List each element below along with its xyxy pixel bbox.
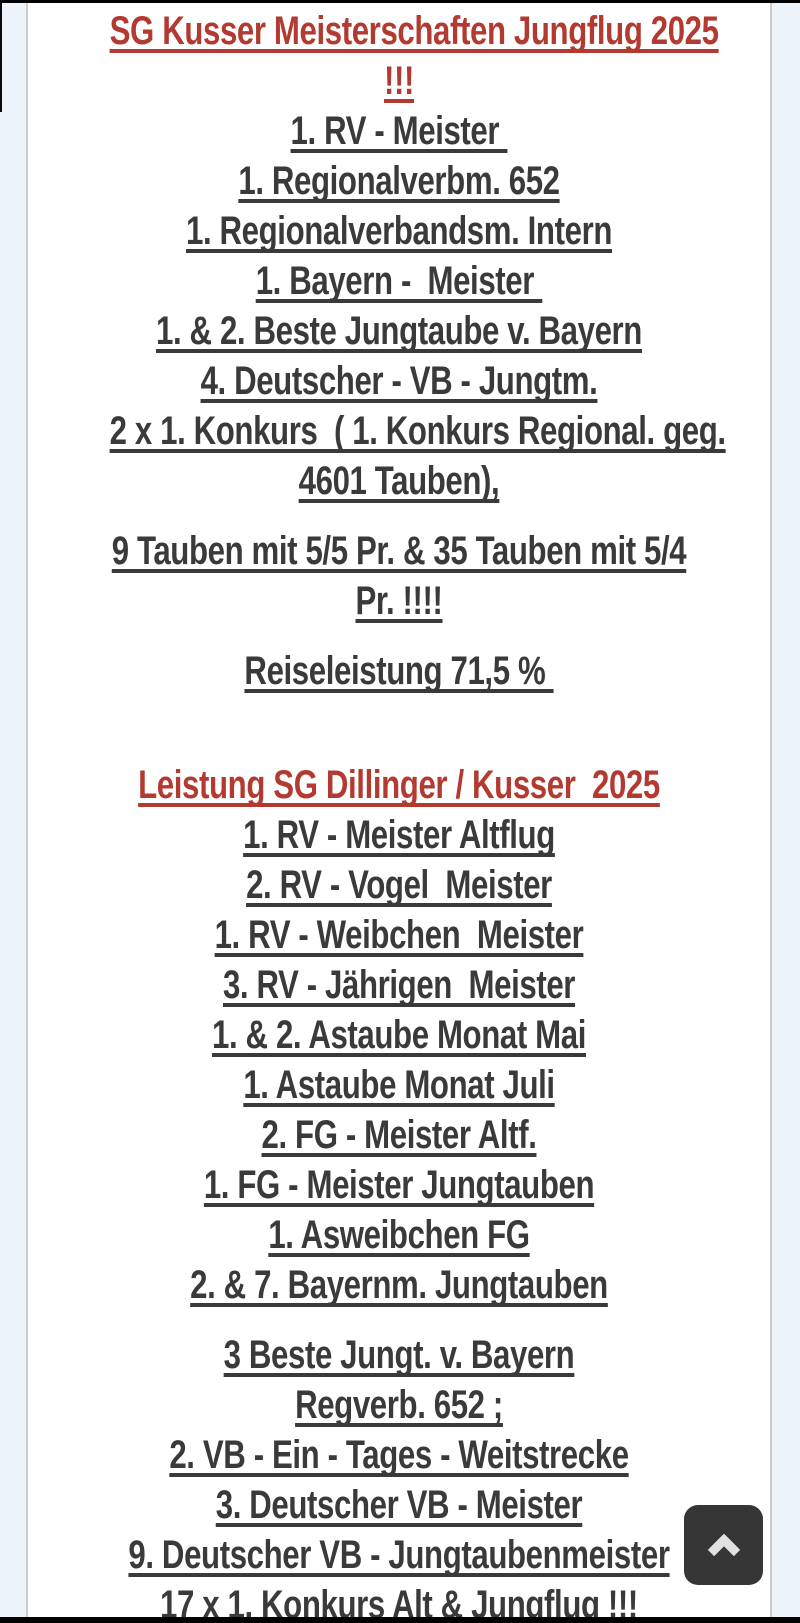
text-line: 1. FG - Meister Jungtauben xyxy=(203,1163,595,1207)
text-line: 1. Astaube Monat Juli xyxy=(243,1063,555,1107)
text-line: 9. Deutscher VB - Jungtaubenmeister xyxy=(128,1533,670,1577)
text-line: 4. Deutscher - VB - Jungtm. xyxy=(200,359,598,403)
text-line: 1. Regionalverbandsm. Intern xyxy=(185,209,612,253)
bottom-edge-bar xyxy=(0,1617,800,1623)
text-line: 1. RV - Meister xyxy=(290,109,508,153)
text-line: 1. RV - Meister Altflug xyxy=(243,813,555,857)
text-line: Regverb. 652 ; xyxy=(295,1383,503,1427)
text-line: 2 x 1. Konkurs ( 1. Konkurs Regional. ge… xyxy=(109,409,726,453)
text-line: 1. Regionalverbm. 652 xyxy=(238,159,560,203)
text-line: 3. RV - Jährigen Meister xyxy=(222,963,576,1007)
text-line: 9 Tauben mit 5/5 Pr. & 35 Tauben mit 5/4 xyxy=(111,529,687,573)
text-line: 2. RV - Vogel Meister xyxy=(246,863,552,907)
text-line: 1. Asweibchen FG xyxy=(268,1213,530,1257)
text-line: 2. FG - Meister Altf. xyxy=(261,1113,537,1157)
left-edge-strip xyxy=(0,0,2,112)
chevron-up-icon xyxy=(707,1534,740,1556)
scroll-to-top-button[interactable] xyxy=(684,1505,763,1585)
text-line: 1. & 2. Beste Jungtaube v. Bayern xyxy=(156,309,642,353)
text-line: 1. RV - Weibchen Meister xyxy=(214,913,584,957)
content-lines: SG Kusser Meisterschaften Jungflug 2025!… xyxy=(28,6,770,1623)
text-line: 1. Bayern - Meister xyxy=(255,259,543,303)
text-line: 3 Beste Jungt. v. Bayern xyxy=(223,1333,575,1377)
text-line: 3. Deutscher VB - Meister xyxy=(215,1483,583,1527)
text-line: 17 x 1. Konkurs Alt & Jungflug !!! xyxy=(160,1583,638,1623)
text-line: 2. & 7. Bayernm. Jungtauben xyxy=(190,1263,608,1307)
text-line: 4601 Tauben), xyxy=(298,459,500,503)
top-edge-bar xyxy=(0,0,800,3)
text-line: 2. VB - Ein - Tages - Weitstrecke xyxy=(169,1433,629,1477)
text-line: Reiseleistung 71,5 % xyxy=(244,649,554,693)
text-line: Leistung SG Dillinger / Kusser 2025 xyxy=(138,763,660,807)
text-line: 1. & 2. Astaube Monat Mai xyxy=(212,1013,586,1057)
text-line: SG Kusser Meisterschaften Jungflug 2025 xyxy=(109,9,719,53)
page-content: SG Kusser Meisterschaften Jungflug 2025!… xyxy=(26,0,772,1623)
text-line: Pr. !!!! xyxy=(355,579,443,623)
text-line: !!! xyxy=(383,59,415,103)
